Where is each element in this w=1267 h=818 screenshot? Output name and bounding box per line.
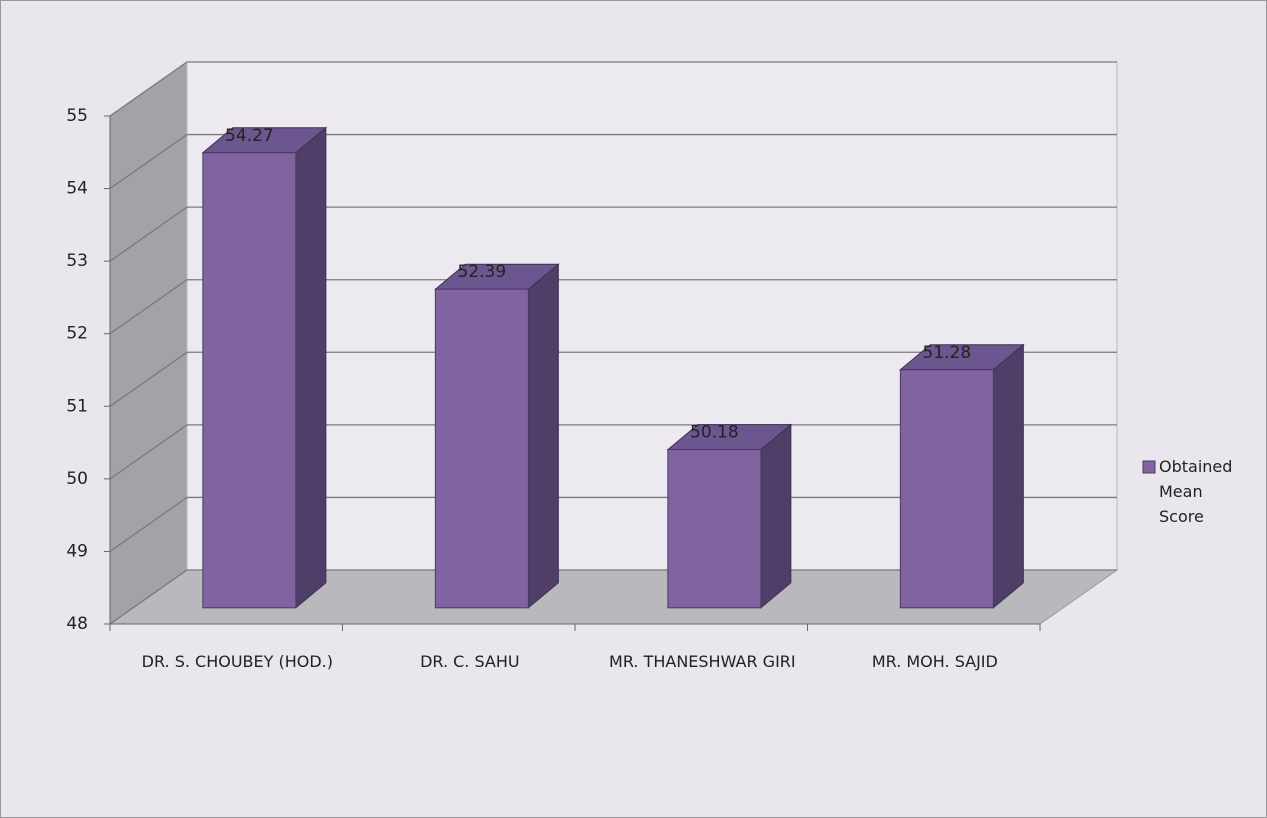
grid-line xyxy=(109,279,1117,335)
bar-side xyxy=(295,126,327,609)
x-tick-label: MR. THANESHWAR GIRI xyxy=(609,652,796,671)
y-tick-label: 53 xyxy=(66,251,88,271)
value-label: 52.39 xyxy=(458,262,507,282)
y-tick-label: 55 xyxy=(66,106,88,126)
grid-line xyxy=(109,351,1117,407)
x-tick-label: MR. MOH. SAJID xyxy=(871,652,998,671)
y-tick-label: 51 xyxy=(66,396,88,416)
legend-label: Obtained Mean Score xyxy=(1159,457,1233,526)
value-label: 54.27 xyxy=(225,126,274,146)
y-tick-label: 50 xyxy=(66,469,88,489)
y-tick-label: 48 xyxy=(66,614,88,634)
grid-line xyxy=(109,496,1117,552)
bar xyxy=(434,288,529,609)
grid-line xyxy=(109,133,1117,190)
legend-swatch xyxy=(1142,460,1156,474)
value-label: 51.28 xyxy=(923,343,972,363)
bar xyxy=(202,152,297,609)
y-tick-label: 52 xyxy=(66,324,88,344)
bar-side xyxy=(760,423,792,609)
grid-line xyxy=(109,424,1117,480)
grid-line xyxy=(109,206,1117,262)
grid-line xyxy=(109,569,1117,625)
y-tick-label: 49 xyxy=(66,541,88,561)
bar xyxy=(899,369,994,609)
side-wall xyxy=(109,61,188,625)
x-tick-label: DR. S. CHOUBEY (HOD.) xyxy=(141,652,334,671)
x-tick-label: DR. C. SAHU xyxy=(420,652,520,671)
grid-line xyxy=(109,61,1117,117)
bar-side xyxy=(527,263,559,609)
value-label: 50.18 xyxy=(690,423,739,443)
bar xyxy=(667,449,762,609)
bar-side xyxy=(992,343,1024,609)
y-tick-label: 54 xyxy=(66,179,88,199)
